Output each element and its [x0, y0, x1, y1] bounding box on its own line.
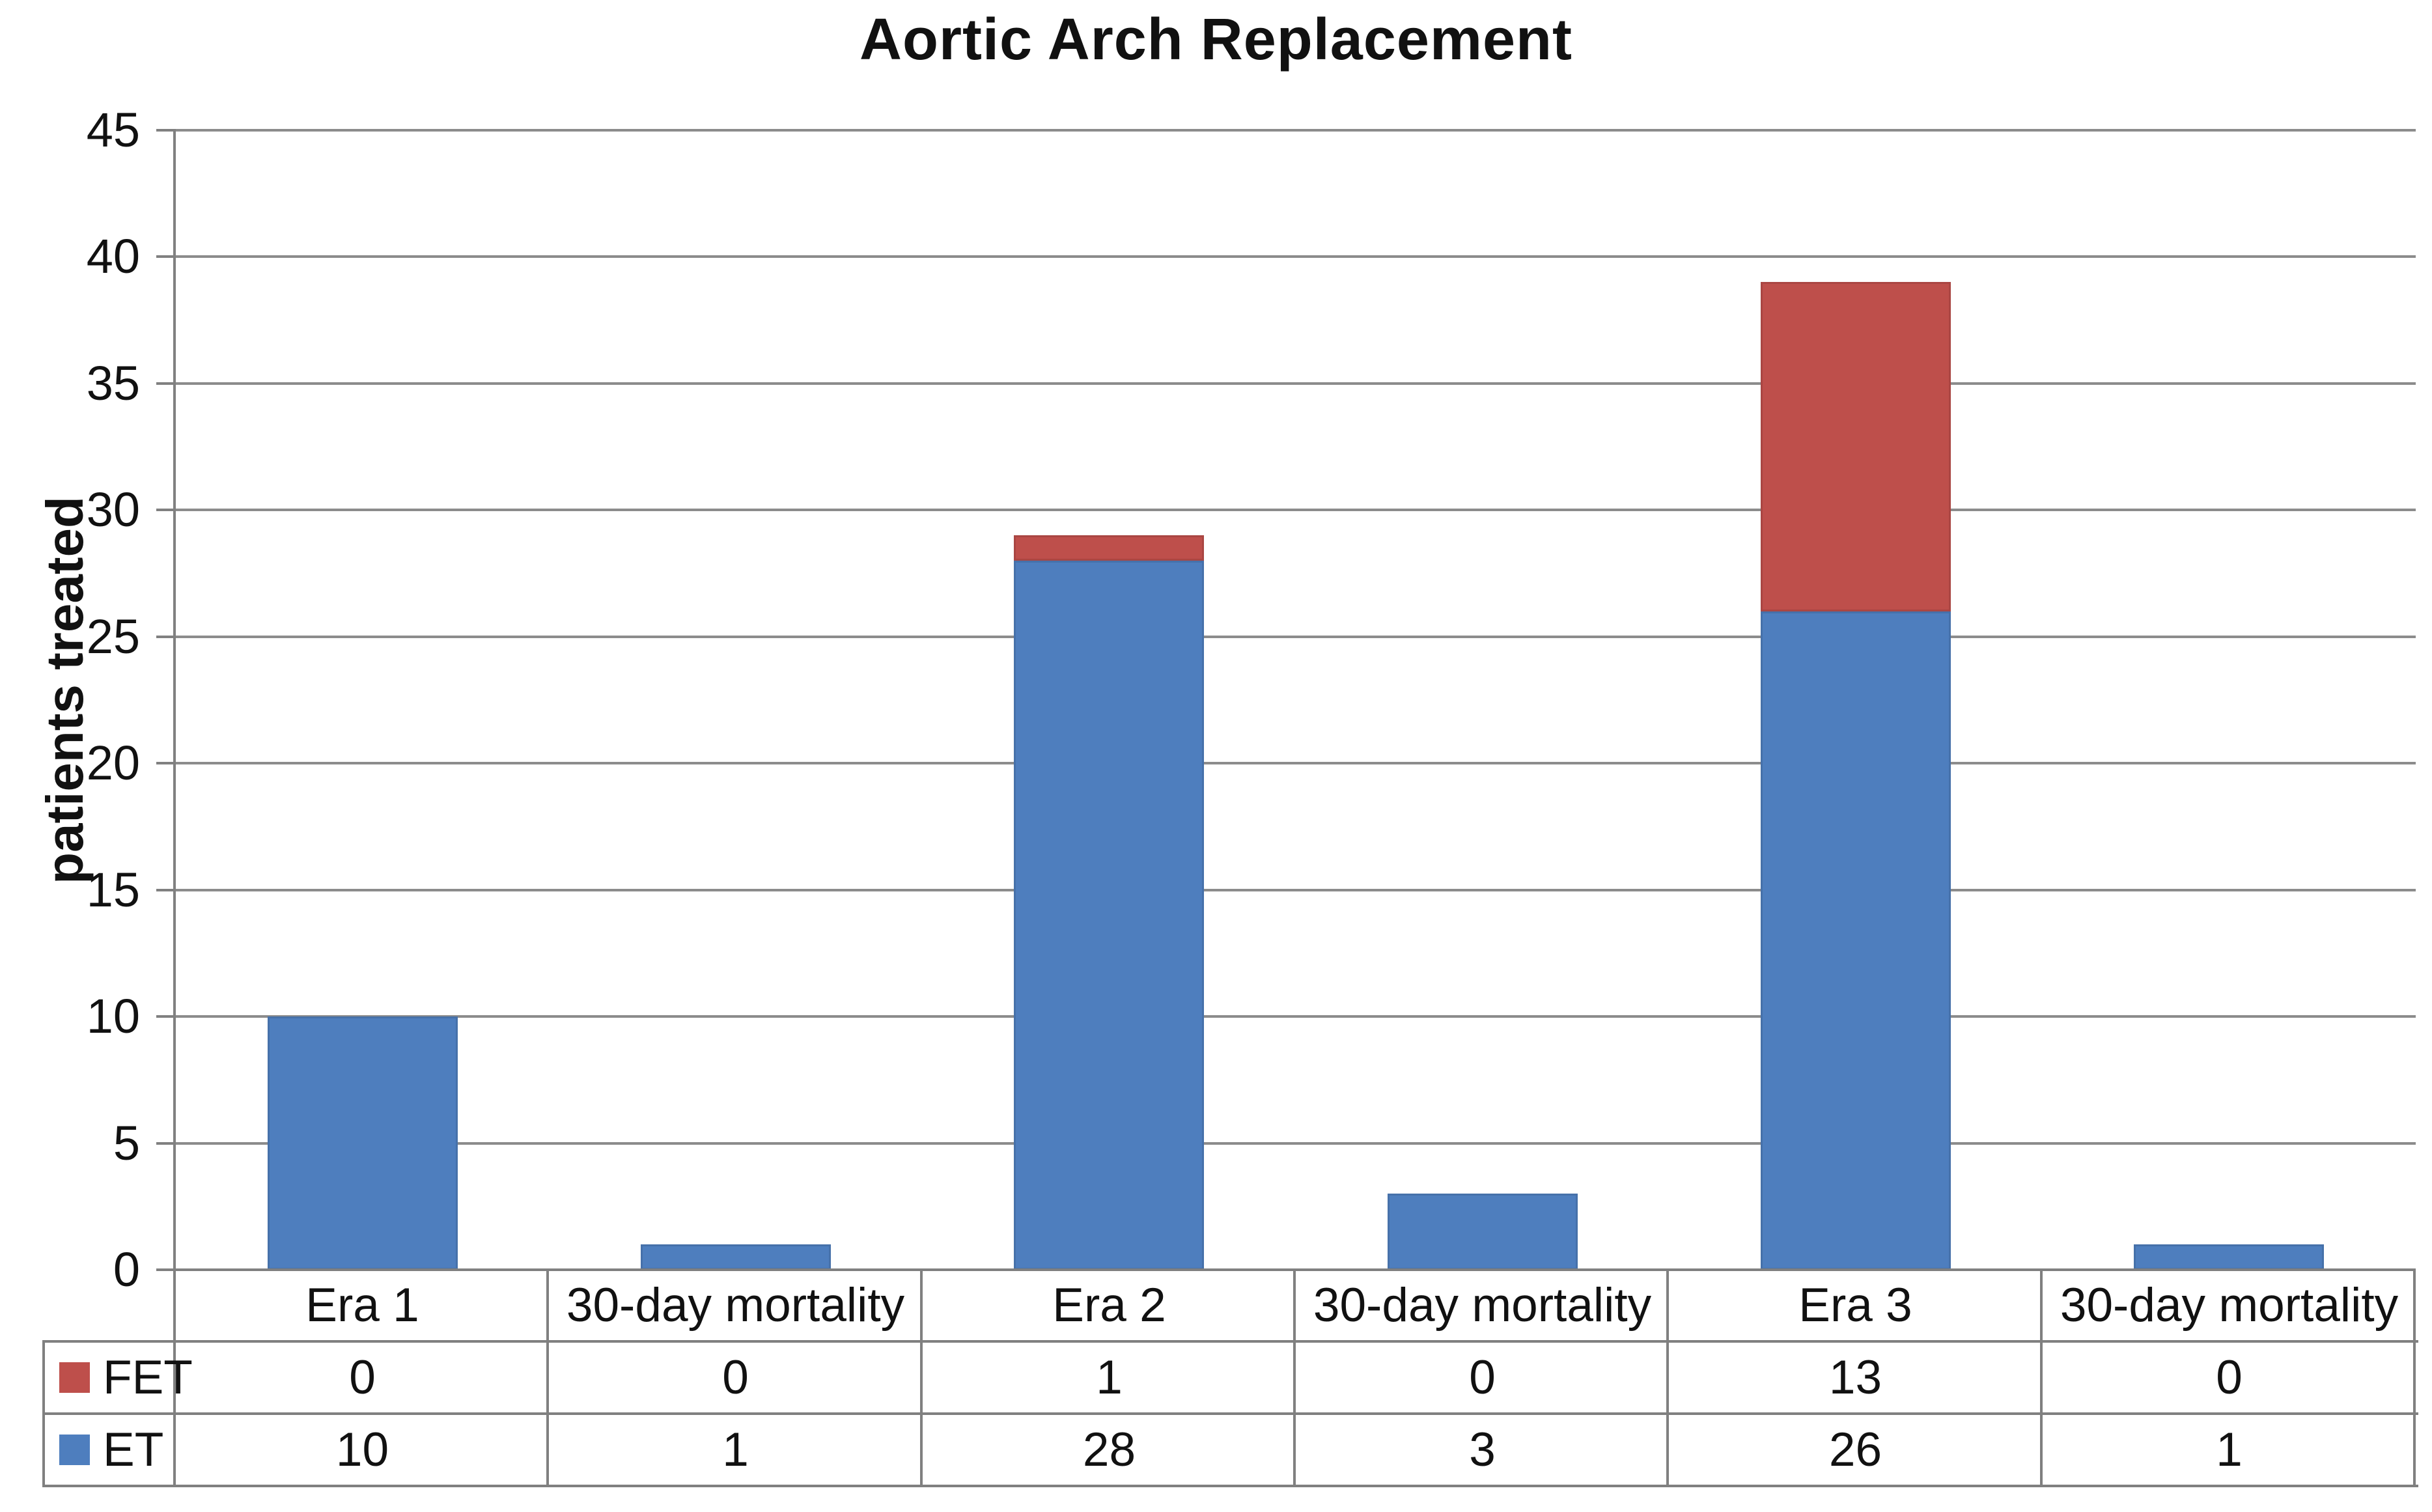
y-tick-label: 0	[113, 1242, 140, 1296]
table-value-cell: 10	[335, 1423, 389, 1476]
y-axis-line	[173, 130, 176, 1270]
table-border	[2413, 1270, 2416, 1486]
bar-segment-et	[1387, 1194, 1578, 1270]
y-axis-tick	[156, 255, 176, 259]
category-header-cell: Era 1	[305, 1279, 419, 1332]
gridline	[176, 1141, 2416, 1145]
gridline	[176, 129, 2416, 132]
bar-segment-et	[2134, 1244, 2325, 1270]
table-border	[42, 1485, 2418, 1487]
plot-area	[176, 129, 2416, 1270]
gridline	[176, 255, 2416, 259]
chart-title: Aortic Arch Replacement	[860, 7, 1572, 72]
y-axis-tick	[156, 635, 176, 638]
x-axis-line	[156, 1268, 2416, 1271]
y-axis-tick	[156, 762, 176, 765]
table-value-cell: 0	[2216, 1351, 2243, 1404]
y-tick-label: 40	[86, 229, 140, 284]
bar-segment-et	[641, 1244, 831, 1270]
table-border	[920, 1270, 923, 1486]
y-axis-tick	[156, 509, 176, 512]
table-value-cell: 3	[1469, 1423, 1496, 1476]
y-tick-label: 10	[86, 989, 140, 1044]
table-border	[2040, 1270, 2043, 1486]
y-axis-tick	[156, 382, 176, 385]
y-tick-label: 15	[86, 862, 140, 917]
y-axis-tick	[156, 1015, 176, 1018]
gridline	[176, 635, 2416, 638]
category-header-cell: Era 2	[1052, 1279, 1166, 1332]
table-border	[42, 1341, 45, 1486]
legend-key-fet: FET	[42, 1341, 193, 1414]
gridline	[176, 509, 2416, 512]
table-border	[42, 1340, 2418, 1343]
table-value-cell: 0	[722, 1351, 749, 1404]
table-border	[1666, 1270, 1669, 1486]
bar-segment-et	[267, 1016, 458, 1270]
table-border	[42, 1412, 2418, 1415]
category-header-cell: 30-day mortality	[1313, 1279, 1652, 1332]
category-header-cell: Era 3	[1798, 1279, 1912, 1332]
y-tick-label: 5	[113, 1115, 140, 1170]
gridline	[176, 888, 2416, 891]
legend-key-et: ET	[42, 1414, 176, 1486]
table-border	[546, 1270, 549, 1486]
table-value-cell: 26	[1828, 1423, 1882, 1476]
gridline	[176, 762, 2416, 765]
fet-series-swatch	[59, 1362, 90, 1393]
table-border	[1293, 1270, 1296, 1486]
y-tick-label: 25	[86, 609, 140, 664]
series-label: FET	[103, 1351, 193, 1404]
y-axis-tick	[156, 1141, 176, 1145]
bar-segment-et	[1761, 611, 1951, 1270]
category-header-cell: 30-day mortality	[2060, 1279, 2399, 1332]
table-value-cell: 28	[1082, 1423, 1136, 1476]
y-tick-label: 30	[86, 483, 140, 537]
y-axis-tick	[156, 888, 176, 891]
y-tick-label: 45	[86, 103, 140, 157]
y-axis-tick	[156, 129, 176, 132]
y-axis-title: patients treated	[36, 496, 94, 884]
et-series-swatch	[59, 1435, 90, 1465]
table-border	[173, 1270, 176, 1486]
bar-segment-fet	[1761, 282, 1951, 611]
table-value-cell: 13	[1828, 1351, 1882, 1404]
gridline	[176, 382, 2416, 385]
category-header-cell: 30-day mortality	[566, 1279, 905, 1332]
table-value-cell: 0	[1469, 1351, 1496, 1404]
series-label: ET	[103, 1423, 164, 1476]
table-value-cell: 1	[2216, 1423, 2243, 1476]
table-value-cell: 1	[722, 1423, 749, 1476]
y-tick-label: 20	[86, 736, 140, 791]
bar-segment-fet	[1014, 535, 1205, 561]
gridline	[176, 1015, 2416, 1018]
table-value-cell: 1	[1096, 1351, 1123, 1404]
table-value-cell: 0	[349, 1351, 376, 1404]
y-tick-label: 35	[86, 356, 140, 410]
bar-segment-et	[1014, 561, 1205, 1270]
